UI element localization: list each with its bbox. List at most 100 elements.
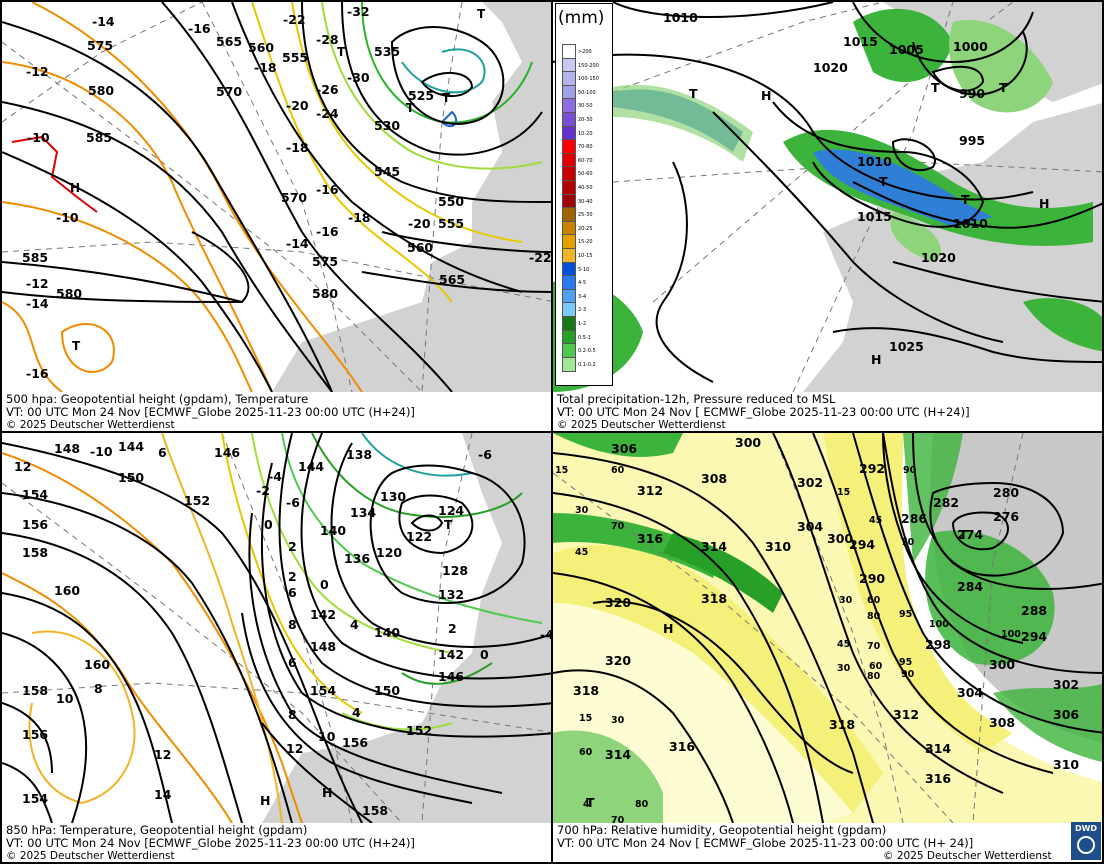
svg-text:60: 60 — [579, 747, 593, 758]
svg-text:10: 10 — [56, 691, 74, 706]
svg-text:1000: 1000 — [953, 39, 988, 54]
svg-text:158: 158 — [22, 545, 48, 560]
legend-label: 3-4 — [578, 293, 587, 300]
svg-text:156: 156 — [22, 727, 48, 742]
svg-text:8: 8 — [94, 681, 103, 696]
svg-text:560: 560 — [407, 240, 433, 255]
svg-text:T: T — [689, 86, 698, 101]
legend-label: 30-50 — [578, 103, 593, 110]
svg-text:70: 70 — [867, 641, 881, 652]
svg-text:575: 575 — [312, 254, 338, 269]
legend-label: 15-20 — [578, 239, 593, 246]
svg-text:146: 146 — [214, 445, 240, 460]
svg-text:280: 280 — [993, 485, 1019, 500]
svg-text:1020: 1020 — [813, 60, 848, 75]
svg-text:585: 585 — [22, 250, 48, 265]
svg-text:304: 304 — [797, 519, 823, 534]
svg-text:316: 316 — [669, 739, 695, 754]
svg-text:-12: -12 — [26, 64, 49, 79]
svg-text:-24: -24 — [316, 106, 339, 121]
svg-text:-10: -10 — [90, 444, 113, 459]
legend-label: 60-70 — [578, 157, 593, 164]
label-575: 575 — [87, 38, 113, 53]
svg-text:70: 70 — [611, 815, 625, 823]
map-precipitation: 1010 1015 1005 1000 1020 990 995 1010 10… — [553, 2, 1102, 392]
svg-text:300: 300 — [989, 657, 1015, 672]
svg-text:550: 550 — [438, 194, 464, 209]
svg-text:1015: 1015 — [857, 209, 892, 224]
svg-text:-14: -14 — [26, 296, 49, 311]
legend-label: 20-25 — [578, 225, 593, 232]
svg-text:-14: -14 — [286, 236, 309, 251]
svg-text:290: 290 — [859, 571, 885, 586]
legend-label: 50-60 — [578, 171, 593, 178]
svg-text:585: 585 — [86, 130, 112, 145]
svg-text:-10: -10 — [27, 130, 50, 145]
svg-text:160: 160 — [54, 583, 80, 598]
svg-text:30: 30 — [611, 715, 625, 726]
svg-text:300: 300 — [735, 435, 761, 450]
svg-text:0: 0 — [480, 647, 489, 662]
caption-valid-time: VT: 00 UTC Mon 24 Nov [ECMWF_Globe 2025-… — [6, 405, 415, 419]
svg-text:-32: -32 — [347, 4, 370, 19]
svg-text:158: 158 — [362, 803, 388, 818]
svg-text:555: 555 — [438, 216, 464, 231]
svg-text:146: 146 — [438, 669, 464, 684]
legend-label: 0.5-1 — [578, 334, 591, 341]
svg-text:530: 530 — [374, 118, 400, 133]
dwd-logo-text: DWD — [1074, 824, 1098, 833]
svg-text:312: 312 — [637, 483, 663, 498]
svg-text:294: 294 — [849, 537, 875, 552]
svg-text:274: 274 — [957, 527, 983, 542]
svg-text:314: 314 — [701, 539, 727, 554]
svg-text:4: 4 — [350, 617, 359, 632]
svg-text:156: 156 — [22, 517, 48, 532]
svg-text:314: 314 — [925, 741, 951, 756]
svg-text:T: T — [477, 7, 486, 21]
svg-text:142: 142 — [438, 647, 464, 662]
svg-text:-22: -22 — [529, 250, 552, 265]
svg-text:T: T — [444, 517, 453, 532]
svg-text:144: 144 — [298, 459, 324, 474]
svg-text:-26: -26 — [316, 82, 339, 97]
svg-text:T: T — [961, 192, 970, 207]
svg-text:535: 535 — [374, 44, 400, 59]
svg-text:140: 140 — [320, 523, 346, 538]
svg-text:4: 4 — [352, 705, 361, 720]
svg-text:15: 15 — [555, 465, 568, 476]
svg-text:555: 555 — [282, 50, 308, 65]
svg-text:128: 128 — [442, 563, 468, 578]
svg-text:2: 2 — [448, 621, 457, 636]
legend-label: 50-100 — [578, 89, 596, 96]
svg-text:T: T — [959, 527, 968, 542]
svg-text:306: 306 — [1053, 707, 1079, 722]
svg-text:580: 580 — [56, 286, 82, 301]
svg-text:156: 156 — [342, 735, 368, 750]
svg-text:30: 30 — [837, 663, 851, 674]
svg-text:312: 312 — [893, 707, 919, 722]
svg-text:1010: 1010 — [857, 154, 892, 169]
legend-label: 5-10 — [578, 266, 590, 273]
svg-text:30: 30 — [575, 505, 589, 516]
svg-text:15: 15 — [837, 487, 850, 498]
svg-text:134: 134 — [350, 505, 376, 520]
svg-text:152: 152 — [406, 723, 432, 738]
svg-text:318: 318 — [829, 717, 855, 732]
svg-text:-28: -28 — [316, 32, 339, 47]
dwd-logo: DWD — [1071, 822, 1101, 860]
svg-text:-2: -2 — [256, 483, 270, 498]
svg-text:80: 80 — [867, 611, 881, 622]
svg-text:990: 990 — [959, 86, 985, 101]
svg-text:136: 136 — [344, 551, 370, 566]
legend-label: 2-3 — [578, 307, 587, 314]
svg-text:70: 70 — [901, 537, 915, 548]
caption-title: 850 hPa: Temperature, Geopotential heigh… — [6, 823, 308, 837]
svg-text:-16: -16 — [26, 366, 49, 381]
humidity-yellow — [823, 433, 1013, 753]
svg-text:12: 12 — [286, 741, 303, 756]
svg-text:2: 2 — [288, 539, 297, 554]
svg-text:302: 302 — [797, 475, 823, 490]
svg-text:70: 70 — [611, 521, 625, 532]
svg-text:8: 8 — [288, 617, 297, 632]
svg-text:-22: -22 — [283, 12, 306, 27]
